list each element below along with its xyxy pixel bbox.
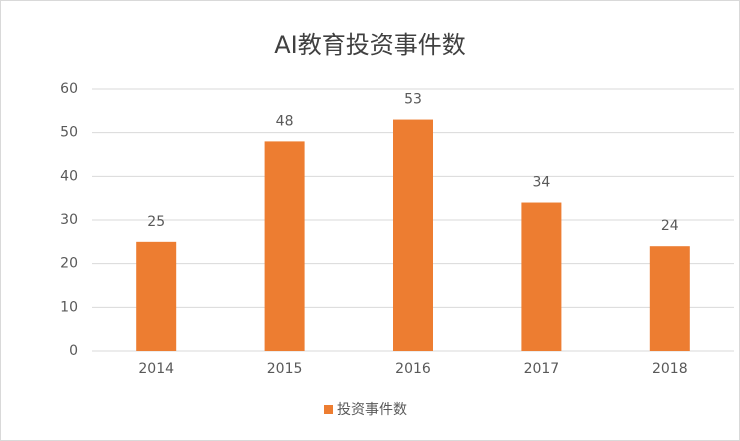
data-label: 48 [276, 113, 294, 129]
legend-swatch [324, 405, 333, 414]
x-tick-label: 2017 [524, 361, 560, 377]
x-tick-label: 2014 [138, 361, 174, 377]
y-tick-label: 50 [60, 125, 78, 141]
bar [136, 241, 177, 351]
data-label: 24 [661, 218, 679, 234]
x-tick-label: 2015 [267, 361, 303, 377]
bar [521, 202, 562, 351]
y-tick-label: 10 [60, 299, 78, 315]
y-tick-label: 30 [60, 212, 78, 228]
y-tick-label: 40 [60, 168, 78, 184]
bar [264, 141, 305, 351]
bar [393, 119, 433, 351]
data-label: 25 [147, 214, 165, 230]
data-label: 34 [532, 175, 550, 191]
bar [649, 246, 690, 351]
y-tick-label: 20 [60, 256, 78, 272]
y-tick-label: 60 [60, 81, 78, 97]
data-label: 53 [404, 92, 422, 108]
y-tick-label: 0 [69, 343, 78, 359]
x-tick-label: 2018 [652, 361, 688, 377]
x-tick-label: 2016 [395, 361, 431, 377]
chart-title: AI教育投资事件数 [274, 31, 466, 59]
legend-label: 投资事件数 [337, 402, 407, 418]
